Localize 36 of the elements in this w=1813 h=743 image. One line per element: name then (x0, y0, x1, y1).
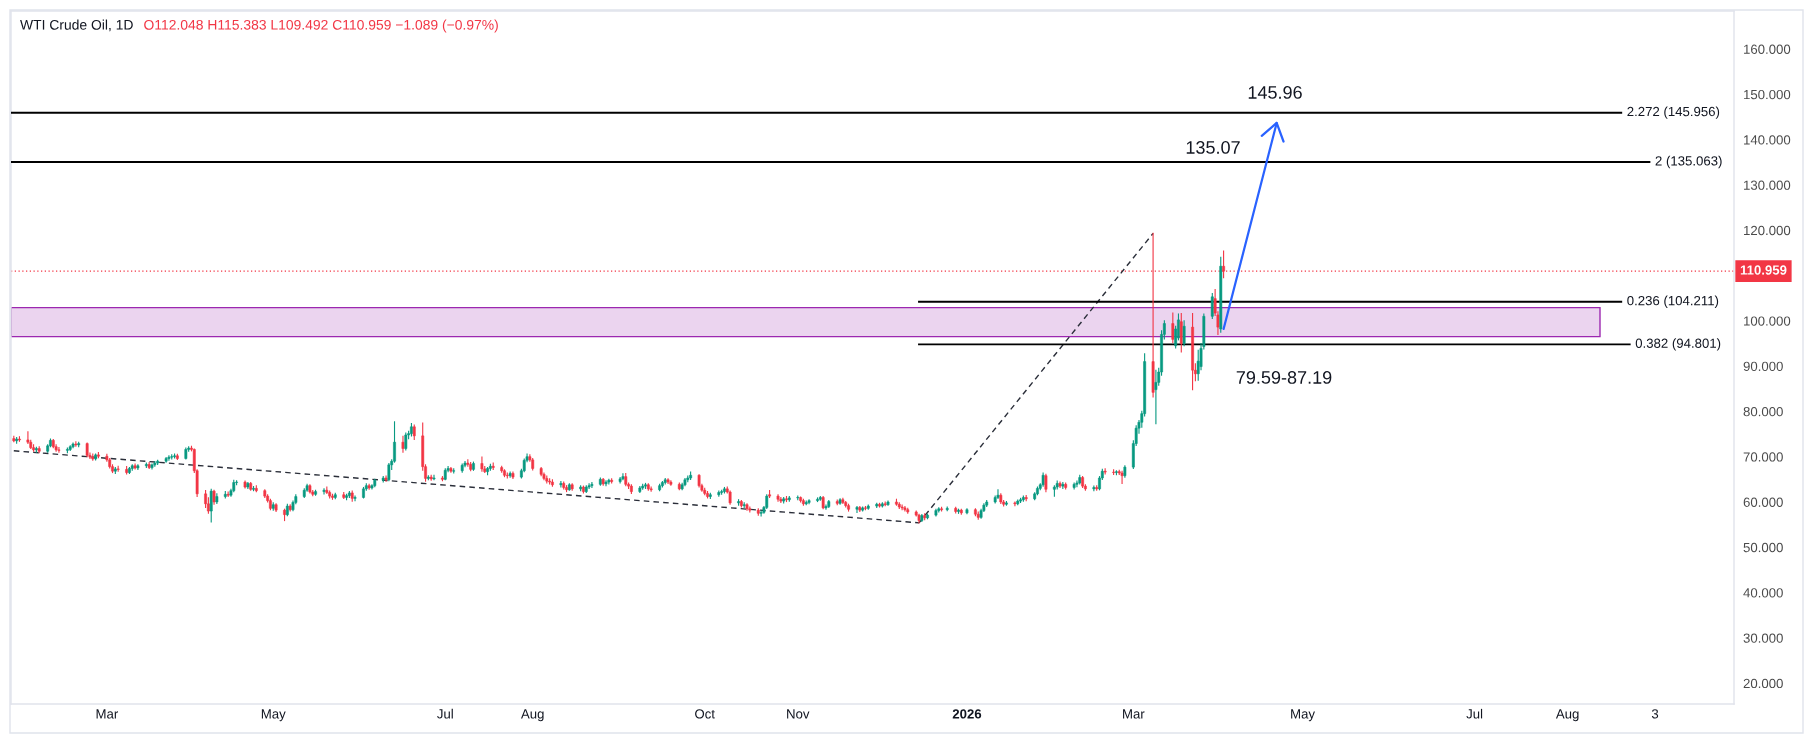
series-label: 2 (135.063) (1655, 155, 1722, 169)
x-tick-label: May (261, 709, 286, 722)
y-tick-label: 40.000 (1743, 588, 1783, 598)
x-tick-label: Nov (787, 709, 810, 719)
series-label: 0.236 (104.211) (1627, 295, 1719, 308)
x-tick-label: Mar (1123, 709, 1145, 719)
x-tick-label: Oct (695, 709, 715, 719)
y-tick-label: 90.000 (1743, 361, 1783, 372)
x-tick-label: Aug (520, 709, 544, 722)
y-tick-label: 160.000 (1744, 44, 1791, 54)
series-label: 0.382 (94.801) (1635, 338, 1721, 351)
y-tick-label: 50.000 (1743, 542, 1783, 553)
ref-line-label: 110.959 (1740, 265, 1787, 275)
y-tick-label: 80.000 (1743, 406, 1783, 417)
x-tick-label: 2026 (952, 709, 982, 719)
y-tick-label: 20.000 (1743, 678, 1783, 689)
x-tick-label: Aug (1555, 709, 1579, 722)
y-tick-label: 130.000 (1744, 180, 1791, 190)
text: WTI Crude Oil, 1D (20, 19, 133, 32)
series-label: 2.272 (145.956) (1627, 106, 1720, 119)
y-tick-label: 120.000 (1744, 225, 1791, 236)
annotation: 135.07 (1186, 141, 1240, 154)
y-tick-label: 70.000 (1743, 452, 1783, 462)
y-tick-label: 150.000 (1744, 89, 1791, 100)
x-tick-label: Mar (96, 709, 119, 719)
y-tick-label: 60.000 (1743, 497, 1783, 507)
annotation: 79.59-87.19 (1236, 371, 1332, 384)
text: O112.048 H115.383 L109.492 C110.959 −1.089 (−0.97%) (144, 19, 498, 33)
y-tick-label: 140.000 (1744, 135, 1791, 145)
x-tick-label: May (1291, 709, 1315, 722)
annotation: 145.96 (1248, 86, 1302, 99)
x-tick-label: 3 (1651, 709, 1659, 719)
x-tick-label: Jul (437, 708, 453, 719)
x-tick-label: Jul (1466, 708, 1483, 719)
y-tick-label: 30.000 (1743, 633, 1783, 643)
y-tick-label: 100.000 (1744, 316, 1791, 326)
